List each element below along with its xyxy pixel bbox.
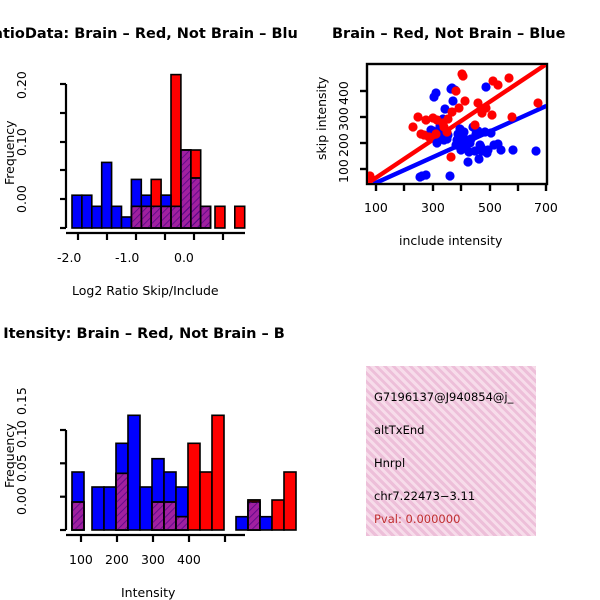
ratio-histogram-y-axis bbox=[60, 82, 68, 230]
ratio-histogram-plot bbox=[60, 73, 246, 240]
intensity-histogram-y-axis bbox=[60, 428, 68, 532]
intensity-xtick-200: 200 bbox=[105, 552, 129, 567]
scatter-ytick-300: 300 bbox=[336, 107, 351, 131]
scatter-y-label: skip intensity bbox=[314, 76, 329, 160]
panel-scatter: Brain – Red, Not Brain – Blue bbox=[300, 0, 600, 300]
intensity-histogram-bars bbox=[71, 414, 297, 531]
scatter-points-brain bbox=[368, 69, 543, 181]
ratio-histogram-bars bbox=[71, 73, 246, 229]
scatter-ytick-400: 400 bbox=[336, 81, 351, 105]
intensity-histogram-x-label: Intensity bbox=[121, 585, 176, 600]
scatter-xtick-300: 300 bbox=[421, 200, 445, 215]
intensity-histogram-x-axis bbox=[66, 533, 245, 542]
scatter-title: Brain – Red, Not Brain – Blue bbox=[332, 26, 566, 42]
ratio-histogram-x-axis bbox=[66, 231, 245, 240]
ratio-ytick-0: 0.00 bbox=[14, 185, 29, 213]
panel-intensity-histogram: ne Itensity: Brain – Red, Not Brain – B bbox=[0, 300, 300, 600]
scatter-xtick-700: 700 bbox=[534, 200, 558, 215]
scatter-xtick-500: 500 bbox=[478, 200, 502, 215]
ratio-xtick-2: -1.0 bbox=[115, 250, 140, 265]
scatter-y-axis bbox=[360, 89, 367, 171]
intensity-histogram-title: ne Itensity: Brain – Red, Not Brain – B bbox=[0, 326, 285, 342]
scatter-ytick-200: 200 bbox=[336, 133, 351, 157]
intensity-xtick-300: 300 bbox=[141, 552, 165, 567]
info-line-gene-symbol: Hnrpl bbox=[374, 456, 406, 470]
panel-info: G7196137@J940854@j_ altTxEnd Hnrpl chr7.… bbox=[300, 300, 600, 600]
intensity-ytick-000: 0.00 bbox=[14, 487, 29, 515]
panel-ratio-histogram: RatioData: Brain – Red, Not Brain – Blu bbox=[0, 0, 300, 300]
intensity-ytick-015: 0.15 bbox=[14, 387, 29, 415]
scatter-x-axis bbox=[374, 184, 548, 191]
intensity-xtick-100: 100 bbox=[69, 552, 93, 567]
ratio-xtick-4: 0.0 bbox=[174, 250, 194, 265]
ratio-histogram-title: RatioData: Brain – Red, Not Brain – Blu bbox=[0, 26, 298, 42]
scatter-x-label: include intensity bbox=[399, 233, 503, 248]
ratio-ytick-4: 0.20 bbox=[14, 71, 29, 99]
ratio-histogram-x-label: Log2 Ratio Skip/Include bbox=[72, 283, 219, 298]
info-line-event-type: altTxEnd bbox=[374, 423, 425, 437]
info-box: G7196137@J940854@j_ altTxEnd Hnrpl chr7.… bbox=[366, 366, 536, 536]
scatter-plot bbox=[360, 62, 549, 191]
intensity-histogram-y-label: Frequency bbox=[2, 423, 17, 488]
intensity-xtick-400: 400 bbox=[177, 552, 201, 567]
intensity-histogram-plot bbox=[60, 414, 297, 542]
scatter-ytick-100: 100 bbox=[336, 159, 351, 183]
info-line-pval: Pval: 0.000000 bbox=[374, 512, 461, 526]
ratio-xtick-0: -2.0 bbox=[57, 250, 82, 265]
info-line-locus: chr7.22473−3.11 bbox=[374, 489, 476, 503]
scatter-xtick-100: 100 bbox=[364, 200, 388, 215]
scatter-series bbox=[368, 65, 546, 183]
ratio-histogram-y-label: Frequency bbox=[2, 120, 17, 185]
info-line-gene-id: G7196137@J940854@j_ bbox=[374, 390, 514, 404]
